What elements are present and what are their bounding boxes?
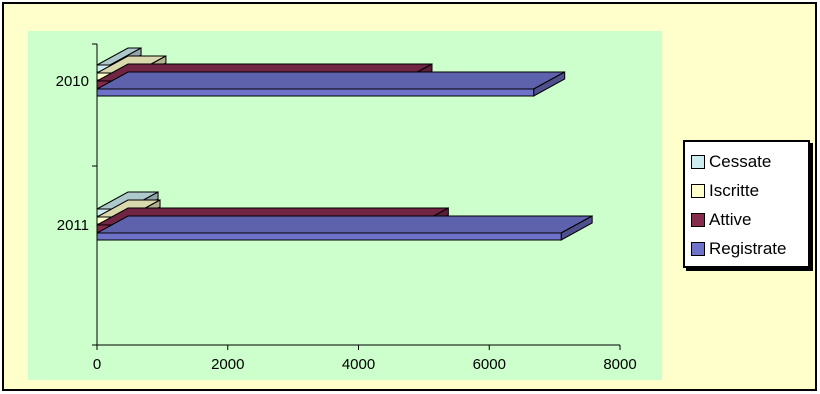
- legend-label: Iscritte: [709, 180, 760, 200]
- legend-swatch: [691, 154, 705, 169]
- category-label: 2011: [57, 217, 89, 234]
- bar: [96, 71, 566, 97]
- legend-item: Cessate: [685, 147, 808, 176]
- legend-label: Attive: [709, 209, 752, 229]
- legend-swatch: [691, 212, 705, 227]
- x-tick-label: 0: [93, 356, 101, 373]
- legend-swatch: [691, 241, 705, 256]
- legend-item: Attive: [685, 205, 808, 234]
- x-tick-label: 8000: [603, 356, 636, 373]
- labels: 0 2000 4000 6000 8000 2010 2011: [56, 73, 637, 373]
- legend-swatch: [691, 183, 705, 198]
- legend-label: Cessate: [709, 151, 772, 171]
- axes: [92, 43, 621, 350]
- legend: Cessate Iscritte Attive Registrate: [683, 140, 810, 268]
- bar-front-face: [96, 88, 535, 97]
- x-tick-label: 6000: [473, 356, 506, 373]
- x-tick-label: 2000: [211, 356, 244, 373]
- bar: [96, 215, 593, 241]
- bar-front-face: [96, 232, 562, 241]
- bar-top-face: [96, 71, 565, 90]
- legend-label: Registrate: [709, 238, 787, 258]
- bar-top-face: [96, 215, 593, 234]
- legend-item: Iscritte: [685, 176, 808, 205]
- legend-item: Registrate: [685, 234, 808, 263]
- category-label: 2010: [56, 73, 89, 90]
- bars: [96, 47, 593, 241]
- x-tick-label: 4000: [342, 356, 375, 373]
